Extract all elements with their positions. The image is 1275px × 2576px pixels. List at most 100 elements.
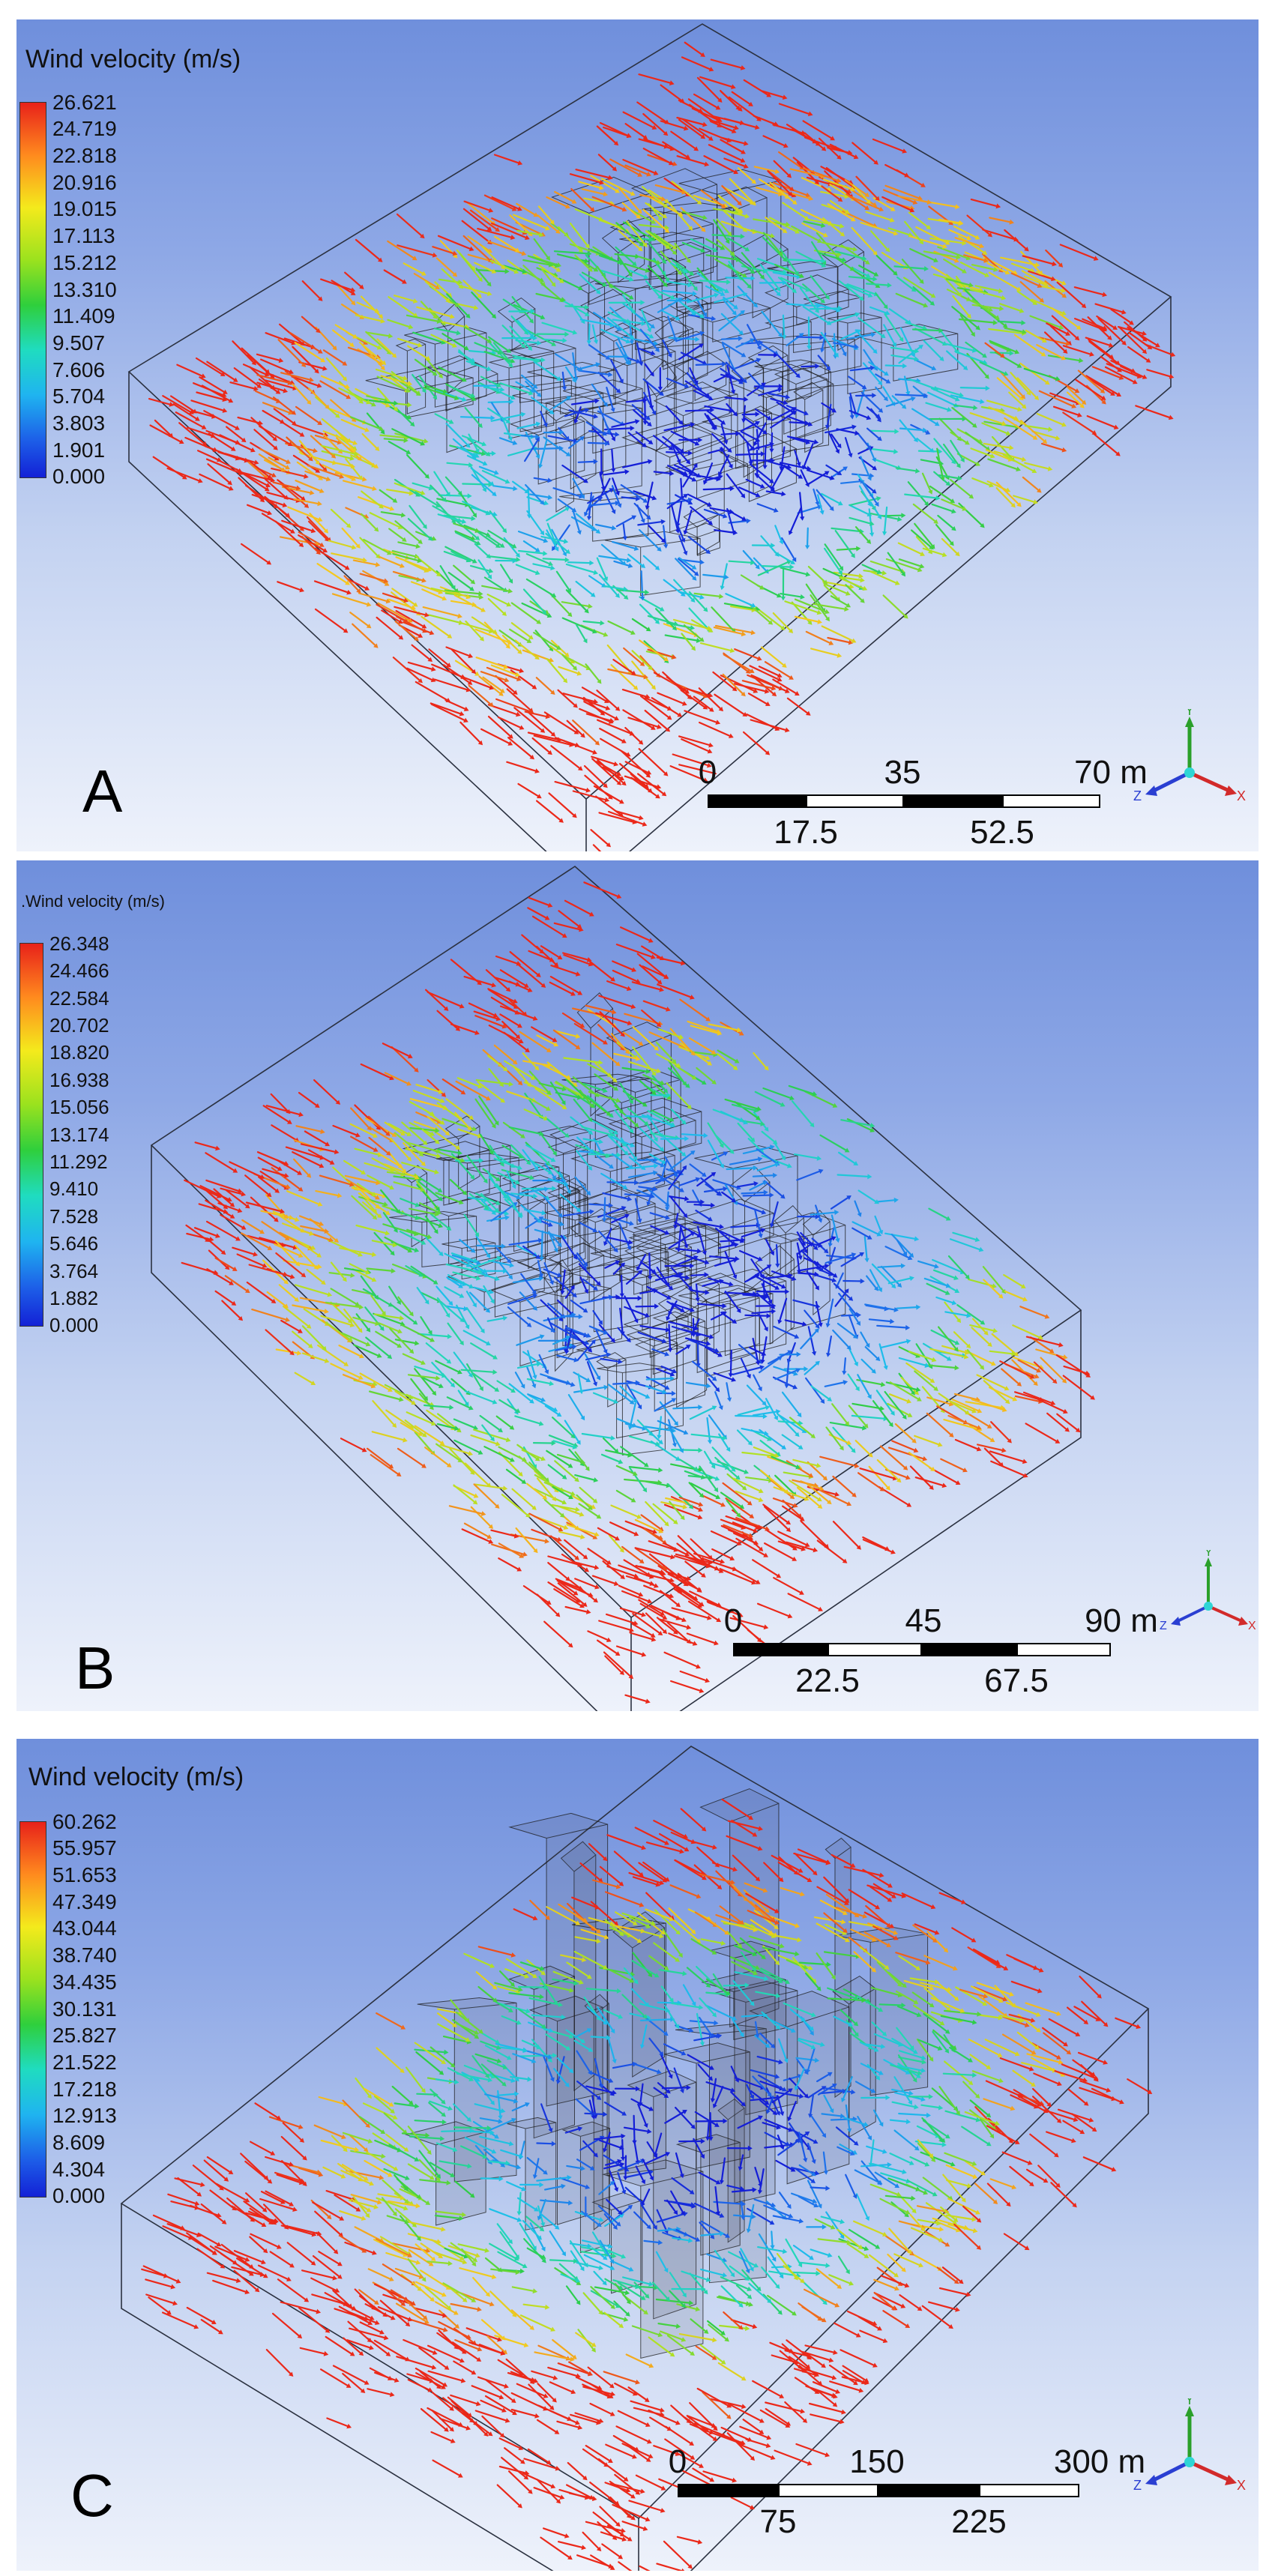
legend-tick: 19.015 (52, 197, 117, 221)
scale-label-three-quarter: 67.5 (984, 1662, 1049, 1699)
axis-z-label: Z (1160, 1620, 1167, 1632)
scale-label-max: 90 m (1085, 1602, 1158, 1639)
scale-label-quarter: 75 (759, 2503, 797, 2540)
legend-tick: 15.056 (49, 1096, 109, 1119)
wind-vectors (181, 881, 1095, 1704)
legend-tick: 12.913 (52, 2104, 117, 2128)
legend-tick: 11.292 (49, 1150, 108, 1173)
legend-tick: 26.621 (52, 90, 117, 114)
scale-label-0: 0 (723, 1602, 743, 1639)
legend-tick: 43.044 (52, 1916, 117, 1940)
building-wireframes (389, 992, 846, 1456)
wind-vectors (148, 41, 1176, 851)
legend-tick: 7.528 (49, 1204, 99, 1228)
scale-label-0: 0 (668, 2443, 687, 2480)
scale-label-three-quarter: 225 (951, 2503, 1007, 2540)
legend-tick: 38.740 (52, 1943, 117, 1967)
scale-segment (708, 794, 806, 808)
legend-tick: 13.174 (49, 1123, 109, 1146)
legend-tick: 11.409 (52, 304, 115, 328)
legend-tick: 17.113 (52, 224, 115, 248)
legend-tick: 9.507 (52, 331, 106, 355)
legend-title: Wind velocity (m/s) (28, 1763, 244, 1791)
legend-tick: 22.818 (52, 144, 117, 167)
axis-y-label: Y (1185, 2398, 1194, 2407)
axis-triad: Y X Z (1133, 709, 1246, 803)
axis-y-label: Y (1185, 709, 1194, 718)
color-scale-bar (19, 1821, 46, 2198)
color-scale-bar (19, 102, 46, 478)
legend-tick: 7.606 (52, 358, 106, 381)
legend-tick: 15.212 (52, 250, 117, 274)
legend-tick: 8.609 (52, 2131, 106, 2154)
wind-vectors (141, 1798, 1153, 2571)
legend-tick: 0.000 (52, 2184, 106, 2208)
color-scale-bar (19, 943, 43, 1327)
axis-x-label: X (1237, 788, 1246, 803)
legend-tick: 0.000 (52, 465, 106, 489)
scale-segment (678, 2484, 778, 2497)
legend-tick: 55.957 (52, 1836, 117, 1860)
panel-label: A (82, 758, 123, 824)
panel-b: .Wind velocity (m/s) 26.348 24.466 22.584 2… (16, 860, 1259, 1711)
scale-label-three-quarter: 52.5 (970, 814, 1034, 851)
wind-vector-field-b (150, 865, 1095, 1711)
wind-vector-field-a (127, 23, 1176, 851)
legend-tick: 18.820 (49, 1041, 109, 1064)
panel-a: Wind velocity (m/s) 26.621 24.719 22.818 20… (16, 19, 1259, 851)
legend-tick: 1.882 (49, 1286, 99, 1309)
legend-title: Wind velocity (m/s) (25, 45, 241, 73)
panel-label: B (75, 1635, 115, 1701)
legend-tick: 21.522 (52, 2050, 117, 2074)
legend-tick: 13.310 (52, 277, 117, 301)
legend-tick: 17.218 (52, 2077, 117, 2101)
scale-segment (1002, 794, 1100, 808)
scale-segment (922, 1643, 1016, 1656)
axis-z-label: Z (1133, 2478, 1142, 2493)
wind-vector-field-c (120, 1746, 1153, 2571)
axis-z-label: Z (1133, 788, 1142, 803)
legend-tick: 5.646 (49, 1232, 99, 1255)
scale-label-quarter: 22.5 (795, 1662, 860, 1699)
legend-tick: 20.916 (52, 170, 117, 194)
panel-label: C (70, 2462, 114, 2529)
legend-tick: 0.000 (49, 1314, 99, 1337)
scale-segment (904, 794, 1002, 808)
legend-tick: 30.131 (52, 1997, 117, 2021)
legend-tick: 25.827 (52, 2024, 117, 2048)
axis-y-label: Y (1205, 1550, 1213, 1559)
legend-tick: 51.653 (52, 1863, 117, 1886)
axis-x-label: X (1248, 1620, 1256, 1632)
scale-label-mid: 35 (884, 754, 921, 791)
legend-tick: 34.435 (52, 1970, 117, 1994)
scale-label-mid: 150 (849, 2443, 905, 2480)
scale-label-quarter: 17.5 (774, 814, 838, 851)
scale-segment (878, 2484, 979, 2497)
legend-title: .Wind velocity (m/s) (21, 892, 165, 911)
domain-wireframe (150, 865, 1082, 1711)
legend-tick: 1.901 (52, 438, 106, 462)
scale-segment (806, 794, 904, 808)
legend-tick: 47.349 (52, 1889, 117, 1913)
legend-tick: 3.764 (49, 1259, 99, 1282)
scale-label-max: 300 m (1053, 2443, 1146, 2480)
scale-label-0: 0 (698, 754, 717, 791)
legend-tick: 24.719 (52, 117, 117, 141)
legend-tick: 5.704 (52, 384, 106, 408)
legend-tick: 60.262 (52, 1809, 117, 1833)
scale-segment (1016, 1643, 1111, 1656)
axis-triad: Y X Z (1160, 1550, 1256, 1632)
axis-x-label: X (1237, 2478, 1246, 2493)
legend-tick: 20.702 (49, 1013, 109, 1037)
legend-tick: 4.304 (52, 2157, 106, 2181)
legend-tick: 9.410 (49, 1177, 99, 1201)
legend-tick: 22.584 (49, 986, 109, 1010)
panel-c: Wind velocity (m/s) 60.262 55.957 51.653 47… (16, 1739, 1259, 2571)
scale-label-max: 70 m (1074, 754, 1148, 791)
scale-label-mid: 45 (905, 1602, 942, 1639)
axis-triad: Y X Z (1133, 2398, 1246, 2493)
legend-tick: 3.803 (52, 411, 106, 435)
legend-tick: 16.938 (49, 1068, 109, 1091)
legend-tick: 26.348 (49, 932, 109, 955)
scale-segment (733, 1643, 828, 1656)
